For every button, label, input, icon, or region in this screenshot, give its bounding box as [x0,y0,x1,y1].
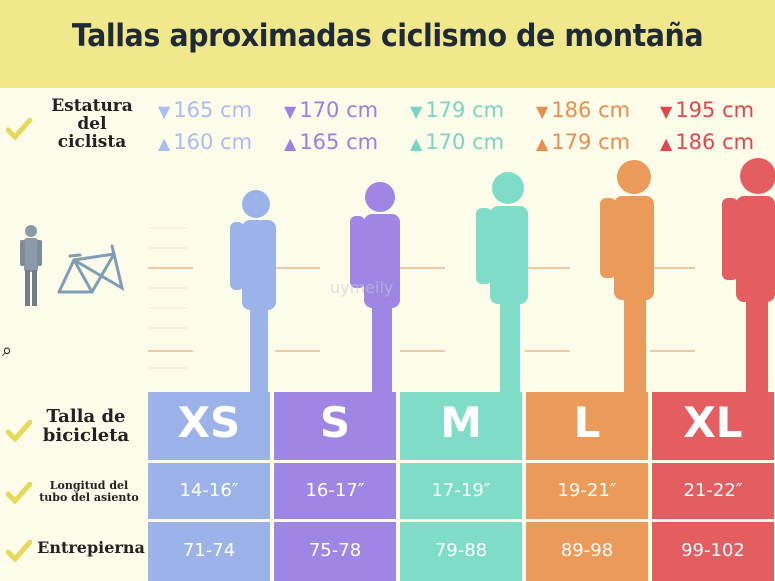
height-max-xs: ▼ 165 cm [158,95,278,127]
seat-tube-xl: 21-22″ [683,480,743,501]
figure-xs-icon [230,190,276,392]
measurement-guides [148,227,695,369]
down-triangle-icon: ▼ [284,102,297,121]
inseam-s: 75-78 [308,540,362,561]
magnifier-icon[interactable]: ⌕ [2,340,13,361]
height-min-m: ▲ 170 cm [410,127,530,159]
column-s [274,392,396,581]
height-max-l: ▼ 186 cm [536,95,656,127]
column-xl [652,392,774,581]
seat-tube-label-line-2: tubo del asiento [39,490,139,504]
height-max-value: 170 cm [299,98,379,122]
inseam-label: Entrepierna [37,538,145,557]
height-max-m: ▼ 179 cm [410,95,530,127]
check-icon [6,482,32,504]
height-min-value: 186 cm [675,130,755,154]
figure-xl-icon [722,158,775,392]
bike-size-label-line-2: bicicleta [42,424,130,446]
inseam-l: 89-98 [560,540,614,561]
down-triangle-icon: ▼ [158,102,171,121]
seat-tube-xs: 14-16″ [179,480,239,501]
check-icon [6,420,32,442]
height-max-xl: ▼ 195 cm [660,95,775,127]
inseam-xl: 99-102 [681,540,745,561]
up-triangle-icon: ▲ [536,134,549,153]
height-min-xl: ▲ 186 cm [660,127,775,159]
down-triangle-icon: ▼ [410,102,423,121]
seat-tube-m: 17-19″ [431,480,491,501]
figure-s-icon [350,182,400,392]
size-s: S [319,398,351,447]
height-max-value: 195 cm [675,98,755,122]
height-max-value: 165 cm [173,98,253,122]
bike-size-label-line-1: Talla de [46,406,126,427]
row-divider [148,519,775,522]
up-triangle-icon: ▲ [284,134,297,153]
title-banner [0,0,775,88]
row-divider [148,460,775,463]
down-triangle-icon: ▼ [536,102,549,121]
height-max-value: 186 cm [551,98,631,122]
inseam-m: 79-88 [434,540,488,561]
height-range-xl: ▼ 195 cm ▲ 186 cm [660,95,775,159]
figure-l-icon [600,160,654,392]
seat-tube-l: 19-21″ [557,480,617,501]
height-min-l: ▲ 179 cm [536,127,656,159]
bike-size-label: Talla de bicicleta [36,406,136,446]
size-m: M [440,398,482,447]
height-min-value: 170 cm [425,130,505,154]
up-triangle-icon: ▲ [158,134,171,153]
height-range-xs: ▼ 165 cm ▲ 160 cm [158,95,278,159]
height-min-s: ▲ 165 cm [284,127,404,159]
height-range-s: ▼ 170 cm ▲ 165 cm [284,95,404,159]
height-label-line-2: ciclista [57,131,127,152]
figure-m-icon [476,172,528,392]
down-triangle-icon: ▼ [660,102,673,121]
height-max-value: 179 cm [425,98,505,122]
height-min-value: 165 cm [299,130,379,154]
column-l [526,392,648,581]
height-label: Estatura del ciclista [36,96,148,152]
size-l: L [573,398,601,447]
height-range-l: ▼ 186 cm ▲ 179 cm [536,95,656,159]
seat-tube-label: Longitud del tubo del asiento [34,480,144,503]
height-range-m: ▼ 179 cm ▲ 170 cm [410,95,530,159]
seat-tube-label-line-1: Longitud del [49,479,129,492]
height-max-s: ▼ 170 cm [284,95,404,127]
rider-bike-frame-icon [20,225,125,306]
height-min-value: 179 cm [551,130,631,154]
seat-tube-s: 16-17″ [305,480,365,501]
inseam-xs: 71-74 [182,540,236,561]
check-icon [6,540,32,562]
height-label-line-1: Estatura del [51,96,133,134]
height-min-value: 160 cm [173,130,253,154]
column-xs [148,392,270,581]
watermark: uymeily [330,278,394,297]
up-triangle-icon: ▲ [410,134,423,153]
column-m [400,392,522,581]
page-title: Tallas aproximadas ciclismo de montaña [71,18,704,54]
size-xl: XL [683,398,743,447]
up-triangle-icon: ▲ [660,134,673,153]
height-min-xs: ▲ 160 cm [158,127,278,159]
size-xs: XS [177,398,241,447]
check-icon [6,118,32,140]
